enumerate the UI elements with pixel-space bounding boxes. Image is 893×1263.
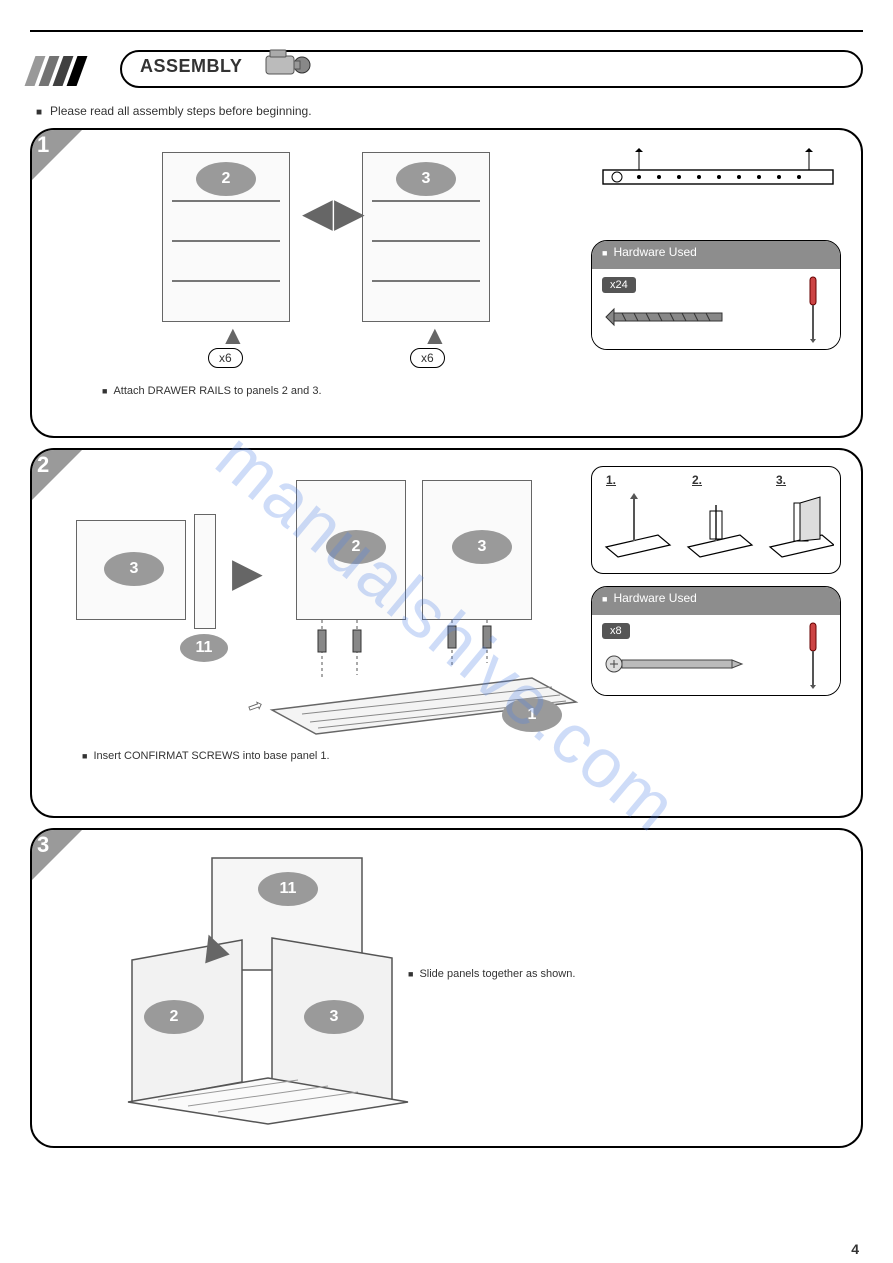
header-stripes-icon xyxy=(25,56,136,86)
step-panel-1: 1 2 ◀ 3 ◀ ▲ x6 ▲ x6 Attach DRAWER RAILS … xyxy=(30,128,863,438)
part-bubble-2: 2 xyxy=(144,1000,204,1034)
step1-caption: Attach DRAWER RAILS to panels 2 and 3. xyxy=(102,385,322,397)
rail-line xyxy=(372,280,480,282)
part-bubble-1: 1 xyxy=(502,698,562,732)
hardware-qty: x24 xyxy=(602,277,636,293)
qty-chip-left: x6 xyxy=(208,348,243,368)
hardware-box-step2: Hardware Used x8 xyxy=(591,586,841,696)
part-bubble-3: 3 xyxy=(304,1000,364,1034)
mini-step-2: 2. xyxy=(692,473,702,487)
arrow-left-icon: ◀ xyxy=(302,190,333,236)
rail-line xyxy=(372,240,480,242)
rail-line xyxy=(172,280,280,282)
header-title: ASSEMBLY xyxy=(140,56,242,77)
mini-steps-illustration xyxy=(600,491,834,567)
camcorder-icon xyxy=(260,44,320,84)
part-bubble-11: 11 xyxy=(258,872,318,906)
rail-line xyxy=(372,200,480,202)
screwdriver-icon xyxy=(802,621,824,689)
mini-step-1: 1. xyxy=(606,473,616,487)
screw-icon xyxy=(604,303,734,331)
panel-11 xyxy=(194,514,216,629)
section-header: ASSEMBLY xyxy=(30,38,863,98)
mini-step-3: 3. xyxy=(776,473,786,487)
step-panel-2: 2 3 11 ◀ 2 3 1 xyxy=(30,448,863,818)
drawer-rail-illustration xyxy=(599,148,839,192)
arrow-up-icon: ▲ xyxy=(220,320,246,351)
step-panel-3: 3 11 2 3 ◀ Slide panels together as show… xyxy=(30,828,863,1148)
part-bubble-2: 2 xyxy=(326,530,386,564)
arrow-right-icon: ◀ xyxy=(232,550,263,596)
step2-caption: Insert CONFIRMAT SCREWS into base panel … xyxy=(82,750,330,762)
top-rule xyxy=(30,30,863,32)
mini-steps-box: 1. 2. 3. xyxy=(591,466,841,574)
confirmat-lines xyxy=(302,620,542,690)
part-bubble-11: 11 xyxy=(180,634,228,662)
part-bubble-2: 2 xyxy=(196,162,256,196)
part-bubble-3b: 3 xyxy=(452,530,512,564)
hardware-box-step1: Hardware Used x24 xyxy=(591,240,841,350)
hardware-title: Hardware Used xyxy=(592,587,840,615)
hardware-title: Hardware Used xyxy=(592,241,840,269)
intro-text: Please read all assembly steps before be… xyxy=(36,104,863,118)
rail-line xyxy=(172,240,280,242)
hardware-qty: x8 xyxy=(602,623,630,639)
part-bubble-3: 3 xyxy=(104,552,164,586)
arrow-up-icon: ▲ xyxy=(422,320,448,351)
confirmat-screw-icon xyxy=(604,651,744,677)
rail-line xyxy=(172,200,280,202)
step3-caption: Slide panels together as shown. xyxy=(408,968,575,980)
arrow-right-icon: ◀ xyxy=(334,190,365,236)
qty-chip-right: x6 xyxy=(410,348,445,368)
part-bubble-3: 3 xyxy=(396,162,456,196)
page-number: 4 xyxy=(851,1241,859,1257)
screwdriver-icon xyxy=(802,275,824,343)
